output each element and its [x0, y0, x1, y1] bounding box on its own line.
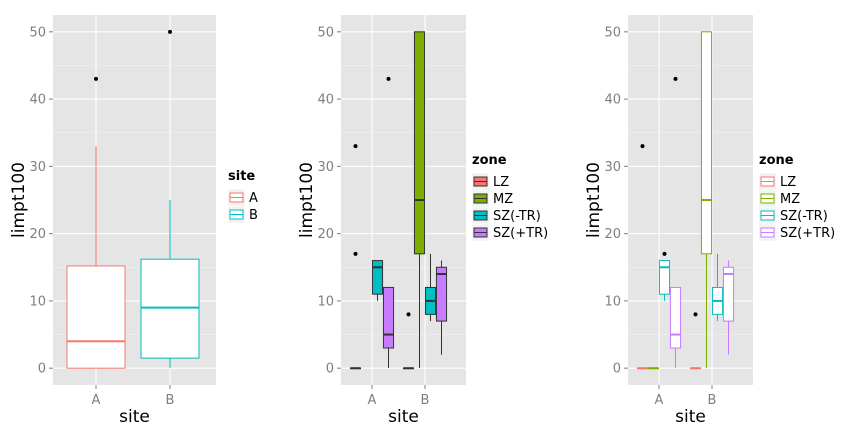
legend-label: SZ(-TR)	[493, 209, 541, 224]
outlier-point	[386, 76, 391, 81]
legend-label: SZ(+TR)	[780, 226, 835, 241]
outlier-point	[406, 312, 411, 317]
box-body	[66, 265, 126, 369]
y-tick-label: 40	[604, 93, 621, 108]
box-body	[658, 260, 671, 295]
box-A-SZ(-TR)	[658, 251, 671, 301]
x-tick-label: B	[421, 393, 430, 408]
y-tick-label: 0	[38, 362, 46, 377]
legend: zone LZ MZ SZ(-TR) SZ(+TR)	[471, 153, 548, 242]
y-tick-label: 0	[613, 362, 621, 377]
x-tick-label: B	[708, 393, 717, 408]
legend-title: site	[228, 169, 255, 184]
box-A-MZ	[647, 367, 660, 370]
box-body	[435, 266, 448, 322]
box-body	[140, 258, 200, 359]
legend-key	[471, 223, 490, 242]
x-axis-title: site	[675, 407, 706, 427]
x-axis-title: site	[388, 407, 419, 427]
y-tick-label: 30	[604, 160, 621, 175]
box-body	[669, 286, 682, 349]
y-tick-label: 50	[29, 25, 46, 40]
box-B-LZ	[689, 312, 702, 370]
box-B-LZ	[402, 312, 415, 370]
legend-key	[758, 172, 777, 191]
box-A-SZ(-TR)	[371, 260, 384, 301]
x-tick-label: A	[368, 393, 377, 408]
legend-key	[758, 223, 777, 242]
y-tick-label: 20	[604, 227, 621, 242]
legend-key	[758, 189, 777, 208]
legend-key	[758, 206, 777, 225]
box-B-MZ	[413, 31, 426, 369]
y-tick-label: 40	[29, 93, 46, 108]
box-B-MZ	[700, 31, 713, 369]
x-axis-title: site	[119, 407, 150, 427]
outlier-point	[168, 29, 172, 34]
legend-label: LZ	[780, 175, 796, 190]
legend-key	[227, 188, 246, 207]
legend-label: SZ(-TR)	[780, 209, 828, 224]
x-tick-label: A	[92, 393, 101, 408]
outlier-point	[673, 76, 678, 81]
box-body	[722, 266, 735, 322]
outlier-point	[693, 312, 698, 317]
box-A-A	[66, 76, 126, 369]
y-tick-label: 20	[29, 227, 46, 242]
box-A-LZ	[636, 144, 649, 370]
y-tick-label: 30	[317, 160, 334, 175]
box-A-LZ	[349, 144, 362, 370]
legend-key	[471, 172, 490, 191]
y-tick-label: 10	[317, 294, 334, 309]
outlier-point	[640, 144, 645, 149]
legend: zone LZ MZ SZ(-TR) SZ(+TR)	[758, 153, 835, 242]
outlier-point	[353, 251, 358, 256]
y-axis-title: limpt100	[9, 162, 29, 238]
legend-label: LZ	[493, 175, 509, 190]
y-tick-label: 50	[604, 25, 621, 40]
x-tick-label: B	[166, 393, 175, 408]
legend: site AB	[227, 169, 258, 224]
box-A-SZ(+TR)	[669, 76, 682, 369]
legend-title: zone	[759, 153, 794, 168]
box-B-B	[140, 29, 200, 369]
box-body	[413, 31, 426, 255]
box-B-SZ(+TR)	[722, 260, 735, 355]
legend-label: SZ(+TR)	[493, 226, 548, 241]
box-B-SZ(-TR)	[711, 253, 724, 322]
outlier-point	[662, 251, 667, 256]
legend-title: zone	[472, 153, 507, 168]
y-tick-label: 30	[29, 160, 46, 175]
y-tick-label: 20	[317, 227, 334, 242]
legend-label: MZ	[493, 192, 513, 207]
y-axis-title: limpt100	[584, 162, 604, 238]
box-A-SZ(+TR)	[382, 76, 395, 369]
box-B-SZ(-TR)	[424, 253, 437, 322]
y-tick-label: 10	[604, 294, 621, 309]
box-body	[382, 286, 395, 349]
legend-label: A	[249, 191, 258, 206]
y-tick-label: 10	[29, 294, 46, 309]
box-body	[371, 260, 384, 295]
legend-label: B	[249, 208, 258, 223]
y-axis-title: limpt100	[297, 162, 317, 238]
legend-key	[227, 205, 246, 224]
y-tick-label: 0	[326, 362, 334, 377]
outlier-point	[94, 76, 98, 81]
outlier-point	[353, 144, 358, 149]
box-B-SZ(+TR)	[435, 260, 448, 355]
x-tick-label: A	[655, 393, 664, 408]
y-tick-label: 40	[317, 93, 334, 108]
legend-key	[471, 206, 490, 225]
box-body	[700, 31, 713, 255]
y-tick-label: 50	[317, 25, 334, 40]
legend-label: MZ	[780, 192, 800, 207]
legend-key	[471, 189, 490, 208]
